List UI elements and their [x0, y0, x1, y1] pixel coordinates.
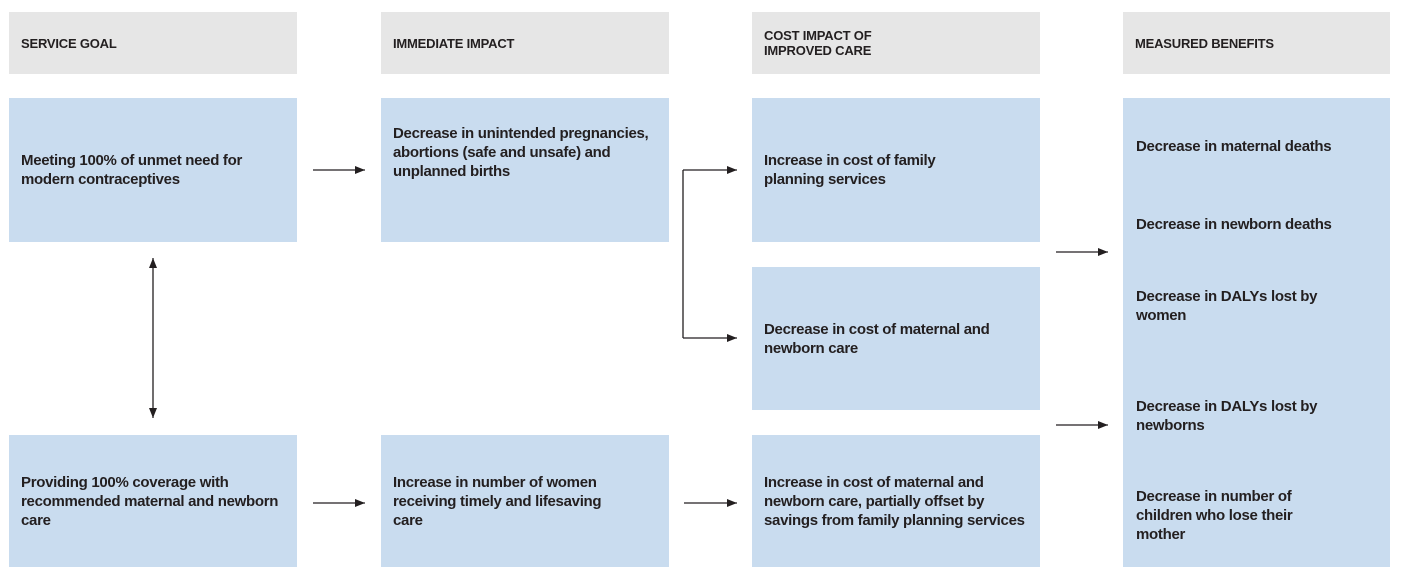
benefit: Decrease in DALYs lost by women	[1136, 288, 1318, 324]
node: Meeting 100% of unmet need for modern co…	[9, 98, 297, 242]
node: Providing 100% coverage with recommended…	[9, 435, 297, 567]
node: Decrease in cost of maternal and newborn…	[752, 267, 1040, 410]
column-header: MEASURED BENEFITS	[1123, 12, 1390, 74]
node: Increase in number of women receiving ti…	[381, 435, 669, 567]
benefit: Decrease in maternal deaths	[1136, 138, 1332, 155]
benefit: Decrease in number of children who lose …	[1136, 488, 1293, 543]
node: Decrease in unintended pregnancies, abor…	[381, 98, 669, 242]
node: Increase in cost of family planning serv…	[752, 98, 1040, 242]
column-header: IMMEDIATE IMPACT	[381, 12, 669, 74]
node: Increase in cost of maternal and newborn…	[752, 435, 1040, 567]
column-header: COST IMPACT OF IMPROVED CARE	[752, 12, 1040, 74]
benefit: Decrease in DALYs lost by newborns	[1136, 398, 1318, 434]
column-header: SERVICE GOAL	[9, 12, 297, 74]
benefits-panel	[1123, 98, 1390, 567]
benefit: Decrease in newborn deaths	[1136, 216, 1332, 233]
